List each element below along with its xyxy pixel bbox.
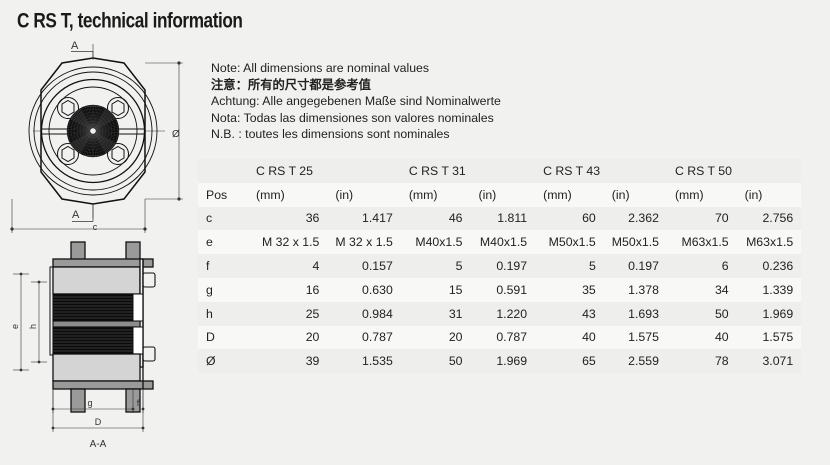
svg-text:A: A xyxy=(71,40,79,52)
svg-text:Ø: Ø xyxy=(172,129,180,140)
svg-text:g: g xyxy=(87,398,92,408)
svg-text:c: c xyxy=(93,222,98,232)
svg-text:D: D xyxy=(95,417,102,427)
svg-text:e: e xyxy=(10,324,20,329)
svg-text:A: A xyxy=(72,209,80,221)
svg-text:h: h xyxy=(28,324,38,329)
svg-text:A-A: A-A xyxy=(90,439,107,450)
